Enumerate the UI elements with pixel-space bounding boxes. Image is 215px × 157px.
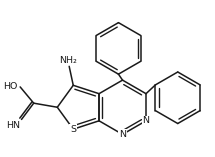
Text: N: N [119,130,126,139]
Text: S: S [70,125,76,134]
Text: N: N [143,116,149,125]
Text: NH₂: NH₂ [59,56,77,65]
Text: HN: HN [6,121,20,130]
Text: HO: HO [4,82,18,91]
